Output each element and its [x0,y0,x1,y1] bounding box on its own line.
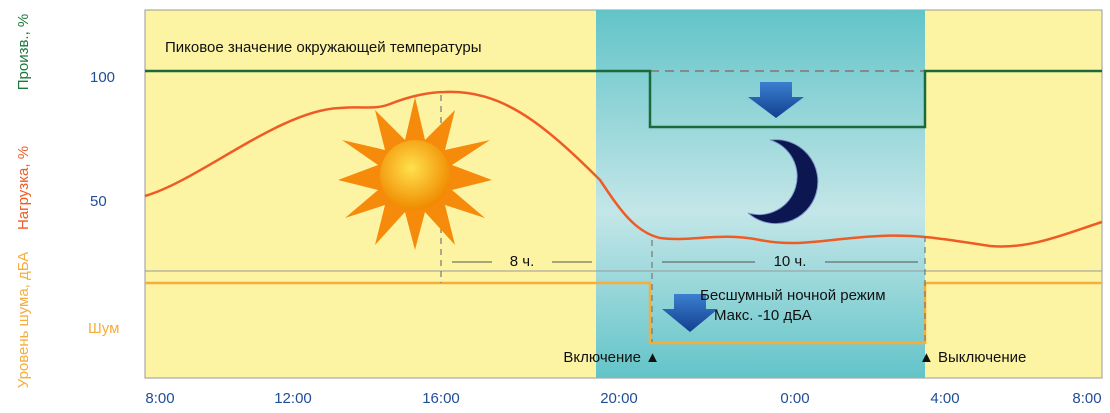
production-line [145,69,1102,129]
time-label: 8:00 [145,390,174,407]
annotation: Бесшумный ночной режим [700,287,886,304]
time-label: 12:00 [274,390,312,407]
annotation: Пиковое значение окружающей температуры [165,39,482,56]
annotation: ▲ Выключение [919,349,1026,366]
tick-label: 50 [90,193,107,210]
time-label: 4:00 [930,390,959,407]
annotation: 10 ч. [774,253,807,270]
time-label: 20:00 [600,390,638,407]
arrow-down [748,82,804,118]
axis-label: Нагрузка, % [15,146,32,230]
sun [338,97,492,250]
annotation: Макс. -10 дБА [714,307,812,324]
load-curve [144,90,1103,248]
annotation: 8 ч. [510,253,535,270]
arrow-down [662,294,718,332]
noise-line [145,281,1102,345]
axis-label: Уровень шума, дБА [15,252,32,389]
tick-label: Шум [88,320,119,337]
axis-label: Произв., % [15,14,32,91]
time-axis: 8:00 12:00 16:00 20:00 0:00 4:00 8:00 [145,390,1101,407]
time-label: 16:00 [422,390,460,407]
time-label: 0:00 [780,390,809,407]
annotation: Включение ▲ [563,349,660,366]
tick-label: 100 [90,69,115,86]
time-label: 8:00 [1072,390,1101,407]
moon [747,139,819,225]
